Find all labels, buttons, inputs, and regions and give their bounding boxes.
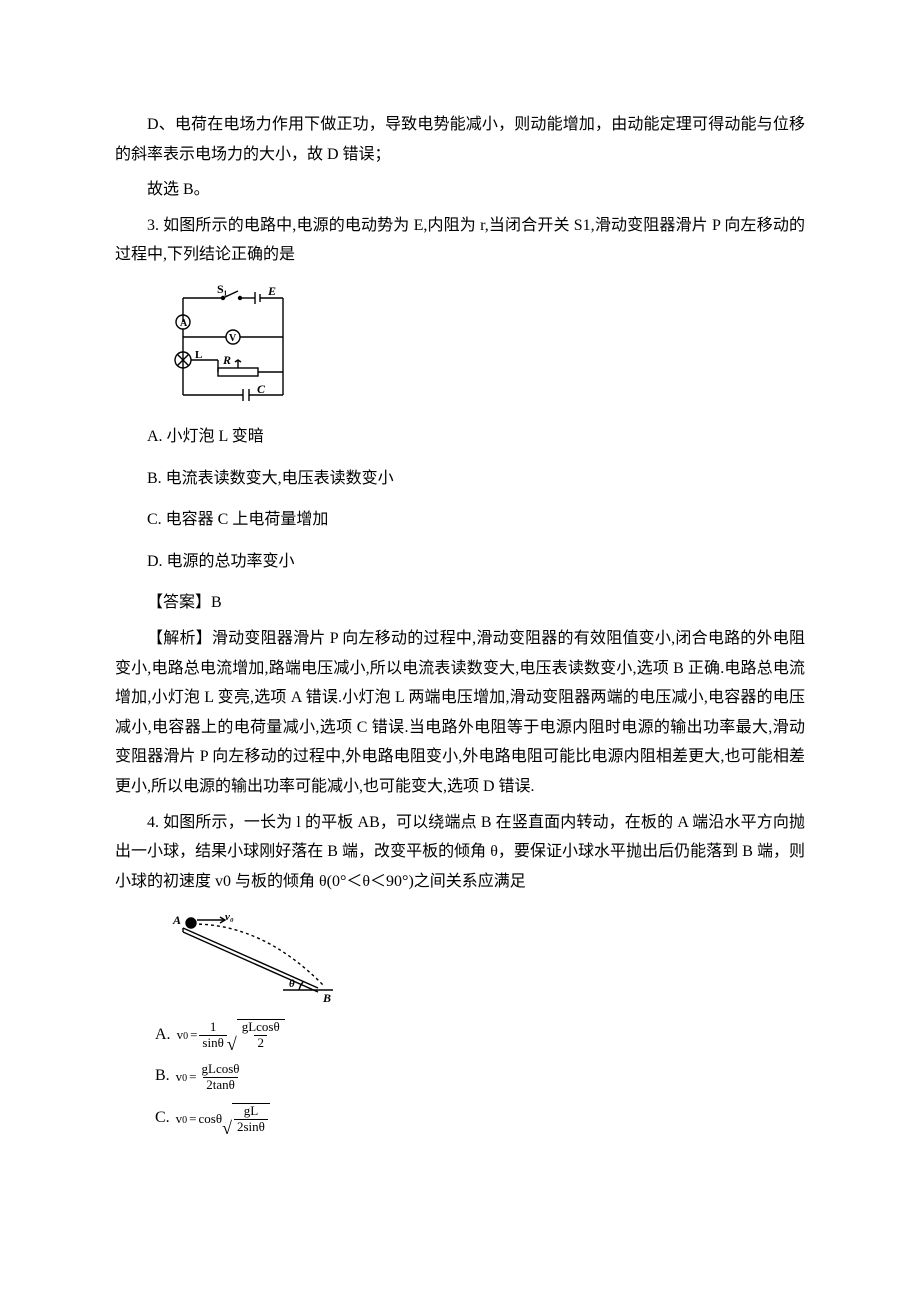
q4-option-c-label: C. — [155, 1103, 170, 1135]
q3-option-a: A. 小灯泡 L 变暗 — [115, 422, 805, 452]
label-v: V — [229, 333, 237, 344]
document-page: D、电荷在电场力作用下做正功，导致电势能减小，则动能增加，由动能定理可得动能与位… — [0, 0, 920, 1302]
q3-answer: 【答案】B — [115, 588, 805, 618]
num: gL — [241, 1104, 261, 1119]
q4-option-b-label: B. — [155, 1061, 170, 1093]
num: gLcosθ — [239, 1020, 283, 1035]
paragraph-d-explain: D、电荷在电场力作用下做正功，导致电势能减小，则动能增加，由动能定理可得动能与位… — [115, 110, 805, 169]
q3-explain: 【解析】滑动变阻器滑片 P 向左移动的过程中,滑动变阻器的有效阻值变小,闭合电路… — [115, 624, 805, 802]
sqrt: √ gL 2sinθ — [222, 1103, 270, 1135]
q4-option-c: C. v0 = cosθ √ gL 2sinθ — [155, 1103, 805, 1135]
label-a: A — [180, 318, 188, 329]
projectile-diagram: A B v₀ θ — [163, 910, 343, 1005]
den: 2 — [254, 1035, 267, 1051]
circuit-diagram: S₁ E A V L R C — [163, 282, 308, 412]
num: 1 — [207, 1020, 220, 1035]
q4-option-b: B. v0 = gLcosθ 2tanθ — [155, 1061, 805, 1093]
frac-gLcos-over-2tan: gLcosθ 2tanθ — [199, 1062, 243, 1093]
q3-stem: 3. 如图所示的电路中,电源的电动势为 E,内阻为 r,当闭合开关 S1,滑动变… — [115, 211, 805, 270]
q4-option-a-label: A. — [155, 1020, 171, 1052]
label-c: C — [257, 382, 266, 396]
den: 2sinθ — [234, 1119, 268, 1135]
den: sinθ — [199, 1035, 226, 1051]
cos-theta: cosθ — [199, 1107, 223, 1131]
frac-1-over-sin: 1 sinθ — [199, 1020, 226, 1051]
label-r: R — [222, 353, 231, 367]
sqrt: √ gLcosθ 2 — [227, 1019, 285, 1051]
label-v0: v₀ — [225, 911, 234, 923]
label-b-point: B — [322, 991, 331, 1005]
q3-option-d: D. 电源的总功率变小 — [115, 547, 805, 577]
label-s1: S₁ — [217, 282, 228, 296]
den: 2tanθ — [203, 1077, 238, 1093]
q4-option-a: A. v0 = 1 sinθ √ gLcosθ 2 — [155, 1019, 805, 1051]
q3-option-b: B. 电流表读数变大,电压表读数变小 — [115, 464, 805, 494]
q4-stem: 4. 如图所示，一长为 l 的平板 AB，可以绕端点 B 在竖直面内转动，在板的… — [115, 808, 805, 897]
num: gLcosθ — [199, 1062, 243, 1077]
label-theta: θ — [289, 978, 295, 990]
label-e: E — [267, 284, 276, 298]
paragraph-select-b: 故选 B。 — [115, 175, 805, 205]
q3-option-c: C. 电容器 C 上电荷量增加 — [115, 505, 805, 535]
label-l: L — [195, 349, 202, 361]
label-a-point: A — [172, 913, 181, 927]
